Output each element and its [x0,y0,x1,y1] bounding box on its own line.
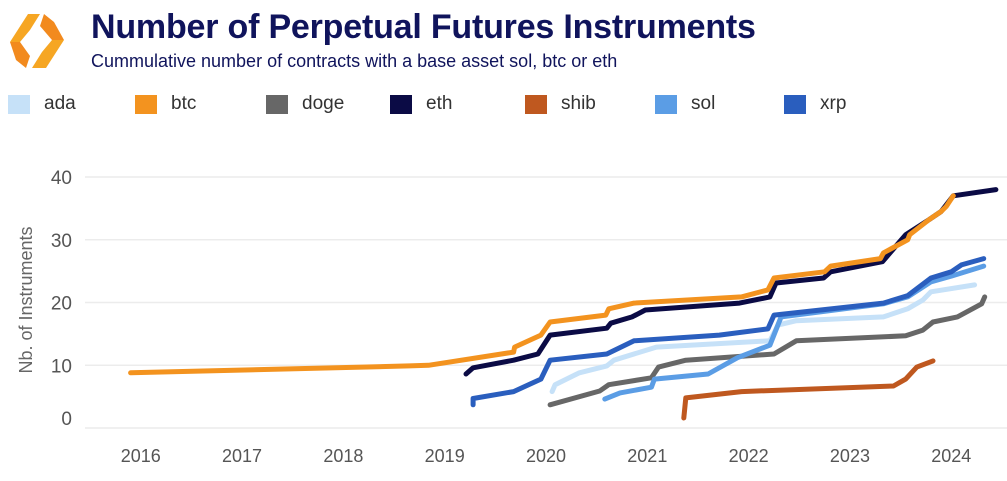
legend-swatch [655,94,677,114]
legend-label: shib [561,93,596,114]
y-tick-label: 40 [51,168,72,189]
series-line-btc [128,193,956,376]
legend-swatch [8,94,30,114]
x-tick-label: 2016 [121,446,161,466]
chart-subtitle: Cummulative number of contracts with a b… [91,51,618,71]
legend-label: sol [691,93,716,114]
legend-label: xrp [820,93,847,114]
legend-item-ada[interactable]: ada [8,93,76,115]
x-tick-label: 2024 [931,446,971,466]
legend: ada btc doge eth shib sol xrp [8,93,1007,119]
legend-item-doge[interactable]: doge [266,93,344,115]
series-line-shib [681,358,936,421]
legend-item-btc[interactable]: btc [135,93,196,115]
legend-item-eth[interactable]: eth [390,93,452,115]
x-tick-label: 2018 [323,446,363,466]
legend-label: ada [44,93,76,114]
x-tick-label: 2023 [830,446,870,466]
series-line-xrp [470,256,987,408]
legend-item-shib[interactable]: shib [525,93,596,115]
x-tick-label: 2019 [425,446,465,466]
series-line-doge [547,294,988,408]
series-line-eth [463,187,999,377]
y-tick-label: 0 [61,409,72,430]
chart-title: Number of Perpetual Futures Instruments [91,8,756,46]
legend-swatch [784,94,806,114]
legend-item-xrp[interactable]: xrp [784,93,846,115]
y-axis-label: Nb. of Instruments [16,226,36,373]
y-tick-label: 30 [51,231,72,252]
legend-label: btc [171,93,197,114]
legend-label: eth [426,93,453,114]
y-tick-label: 10 [51,356,72,377]
legend-swatch [266,94,288,114]
legend-swatch [390,94,412,114]
legend-swatch [525,94,547,114]
legend-swatch [135,94,157,114]
x-tick-label: 2021 [627,446,667,466]
x-tick-label: 2020 [526,446,566,466]
legend-label: doge [302,93,345,114]
x-tick-label: 2017 [222,446,262,466]
logo-icon [10,14,64,68]
series-line-sol [602,263,987,402]
legend-item-sol[interactable]: sol [655,93,715,115]
y-tick-label: 20 [51,294,72,315]
x-tick-label: 2022 [729,446,769,466]
